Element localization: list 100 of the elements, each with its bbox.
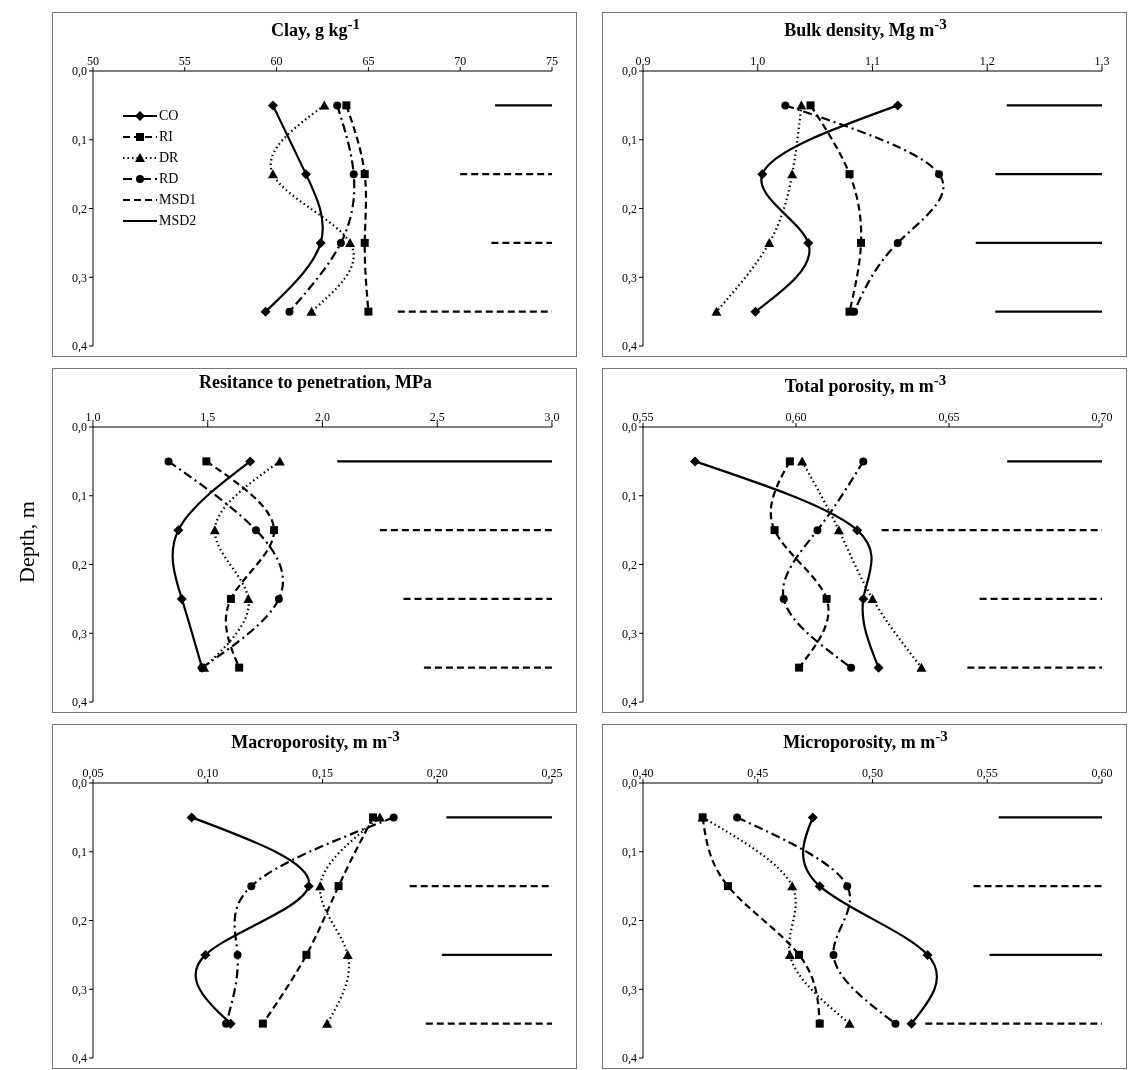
point <box>300 169 311 180</box>
point <box>803 237 814 248</box>
x-tick-label: 1,0 <box>85 410 101 424</box>
x-tick-label: 0,55 <box>976 766 998 780</box>
x-tick-label: 75 <box>546 54 558 68</box>
point <box>690 456 701 467</box>
point <box>867 593 878 603</box>
point <box>274 594 283 603</box>
x-tick-label: 0,70 <box>1091 410 1113 424</box>
point <box>360 238 369 247</box>
x-tick-label: 0,60 <box>785 410 807 424</box>
y-tick-label: 0,0 <box>622 64 637 79</box>
legend-label: CO <box>159 107 179 124</box>
y-tick-label: 0,1 <box>622 489 637 504</box>
y-tick-label: 0,4 <box>622 695 637 710</box>
legend-label: MSD2 <box>159 212 197 229</box>
point <box>364 307 373 316</box>
y-tick-label: 0,1 <box>72 845 87 860</box>
chart-title: Total porosity, m m$^{-3}$ <box>784 372 947 396</box>
point <box>750 306 761 317</box>
y-tick-label: 0,4 <box>622 339 637 354</box>
y-tick-label: 0,2 <box>622 557 637 572</box>
x-tick-label: 2,5 <box>429 410 445 424</box>
point <box>806 101 815 110</box>
y-tick-label: 0,4 <box>72 1051 87 1066</box>
y-axis-title: Depth, m <box>14 500 39 583</box>
point <box>202 457 211 466</box>
point <box>345 237 356 247</box>
x-tick-label: 3,0 <box>544 410 560 424</box>
point <box>315 881 326 891</box>
point <box>319 100 330 110</box>
point <box>258 1019 267 1028</box>
y-tick-label: 0,0 <box>72 64 87 79</box>
y-tick-label: 0,3 <box>622 982 637 997</box>
point <box>374 812 385 822</box>
point <box>389 813 398 822</box>
x-tick-label: 50 <box>87 54 99 68</box>
point <box>797 456 808 466</box>
point <box>226 594 235 603</box>
point <box>916 662 927 672</box>
x-tick-label: 60 <box>270 54 283 68</box>
point <box>209 525 220 535</box>
y-tick-label: 0,4 <box>622 1051 637 1066</box>
point <box>243 593 254 603</box>
point <box>781 101 790 110</box>
point <box>164 457 173 466</box>
x-tick-label: 0,20 <box>426 766 448 780</box>
y-tick-label: 0,1 <box>72 133 87 148</box>
x-tick-label: 1,2 <box>979 54 995 68</box>
y-tick-label: 0,2 <box>72 557 87 572</box>
y-tick-label: 0,1 <box>622 845 637 860</box>
x-tick-label: 1,1 <box>865 54 880 68</box>
point <box>334 882 343 891</box>
legend-label: RD <box>159 170 179 187</box>
point <box>270 526 279 535</box>
legend-label: MSD1 <box>159 191 197 208</box>
point <box>852 525 863 536</box>
point <box>349 170 358 179</box>
x-tick-label: 1,3 <box>1094 54 1110 68</box>
point <box>333 101 342 110</box>
point <box>368 813 377 822</box>
point <box>850 307 859 316</box>
point <box>822 594 831 603</box>
y-tick-label: 0,2 <box>622 913 637 928</box>
x-tick-label: 0,10 <box>197 766 219 780</box>
y-tick-label: 0,3 <box>622 626 637 641</box>
point <box>844 1018 855 1028</box>
point <box>274 456 285 466</box>
point <box>847 663 856 672</box>
point <box>892 100 903 111</box>
point <box>176 593 187 604</box>
point <box>267 169 278 179</box>
point <box>796 100 807 110</box>
point <box>787 169 798 179</box>
y-tick-label: 0,1 <box>72 489 87 504</box>
point <box>173 525 184 536</box>
point <box>200 949 211 960</box>
point <box>336 238 345 247</box>
point <box>251 526 260 535</box>
point <box>829 950 838 959</box>
point <box>245 456 256 467</box>
x-tick-label: 0,9 <box>635 54 651 68</box>
point <box>260 306 271 317</box>
point <box>315 237 326 248</box>
legend-label: DR <box>159 149 179 166</box>
x-tick-label: 2,0 <box>315 410 330 424</box>
point <box>859 457 868 466</box>
x-tick-label: 0,45 <box>747 766 769 780</box>
point <box>285 307 294 316</box>
y-tick-label: 0,2 <box>72 913 87 928</box>
x-tick-label: 65 <box>362 54 375 68</box>
x-tick-label: 0,15 <box>312 766 333 780</box>
point <box>795 950 804 959</box>
x-tick-label: 0,50 <box>862 766 883 780</box>
point <box>764 237 775 247</box>
point <box>342 101 351 110</box>
y-tick-label: 0,3 <box>72 626 87 641</box>
point <box>795 663 804 672</box>
point <box>873 662 884 673</box>
point <box>935 170 944 179</box>
